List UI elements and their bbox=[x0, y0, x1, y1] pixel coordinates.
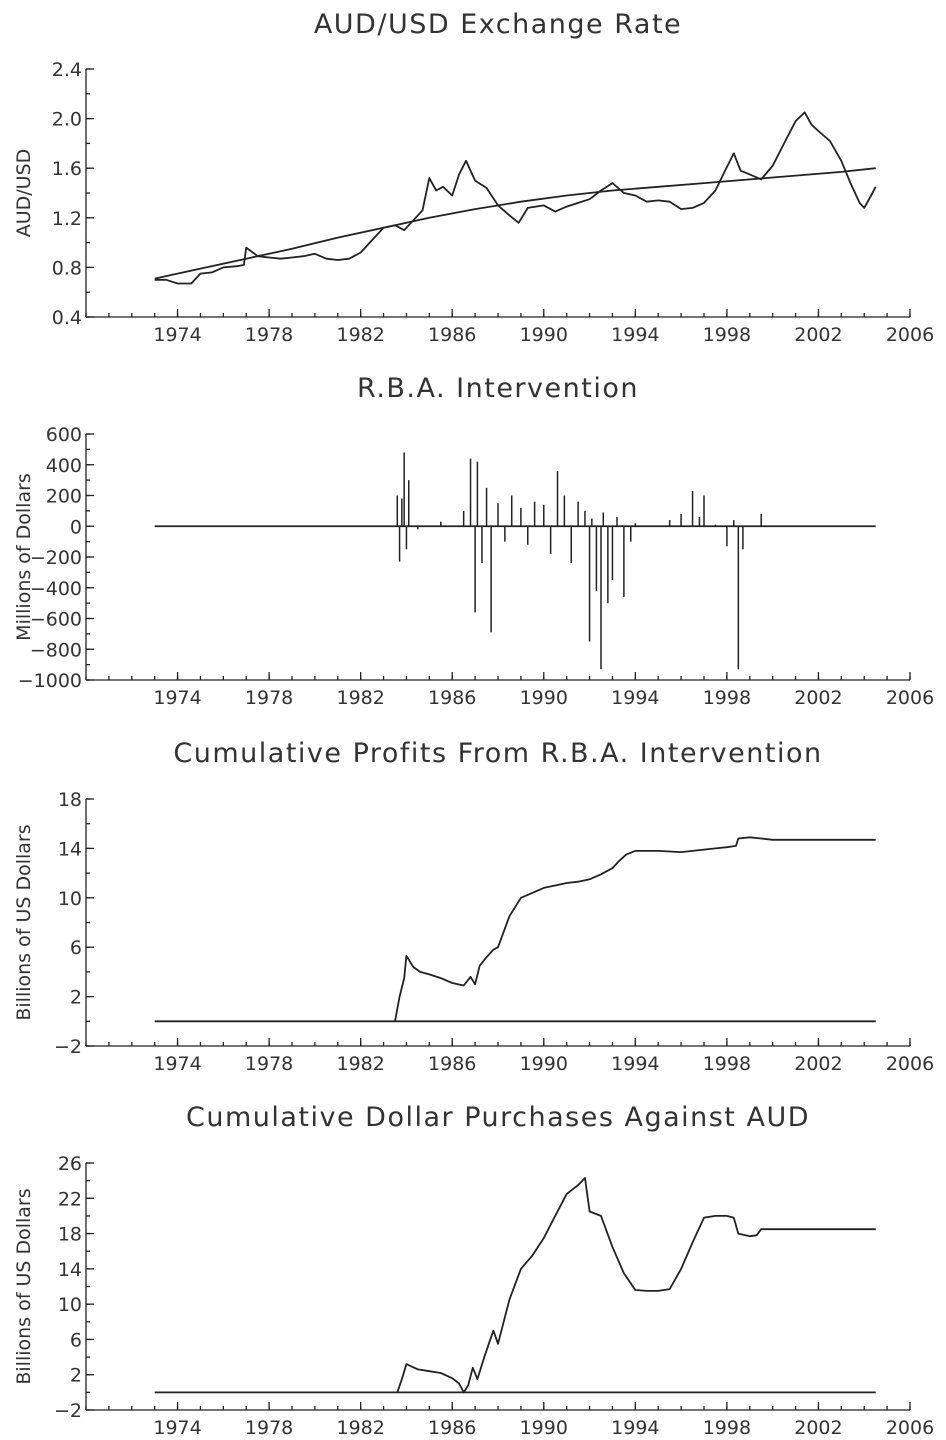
y-tick-label: 2 bbox=[70, 1365, 82, 1387]
y-axis-label: Billions of US Dollars bbox=[13, 1188, 35, 1384]
x-tick-label: 1986 bbox=[428, 1053, 476, 1075]
y-tick-label: 18 bbox=[58, 789, 82, 811]
x-tick-label: 2002 bbox=[794, 1053, 842, 1075]
y-tick-label: 2.4 bbox=[52, 59, 82, 81]
x-tick-label: 2006 bbox=[886, 324, 934, 346]
x-tick-label: 2002 bbox=[794, 1417, 842, 1439]
x-tick-label: 1994 bbox=[611, 1417, 659, 1439]
x-tick-label: 1978 bbox=[245, 324, 293, 346]
y-tick-label: −400 bbox=[30, 578, 82, 600]
chart-title: Cumulative Dollar Purchases Against AUD bbox=[186, 1102, 810, 1133]
y-axis-label: Millions of Dollars bbox=[13, 473, 35, 641]
y-tick-label: 14 bbox=[58, 838, 82, 860]
x-tick-label: 1994 bbox=[611, 1053, 659, 1075]
y-tick-label: 10 bbox=[58, 1294, 82, 1316]
y-tick-label: 18 bbox=[58, 1224, 82, 1246]
x-tick-label: 1974 bbox=[153, 1053, 201, 1075]
y-tick-label: 22 bbox=[58, 1188, 82, 1210]
x-tick-label: 2002 bbox=[794, 324, 842, 346]
x-tick-label: 2006 bbox=[886, 1417, 934, 1439]
chart-title: R.B.A. Intervention bbox=[357, 373, 639, 404]
series-line-cumulative-profits bbox=[394, 836, 876, 1022]
y-tick-label: 400 bbox=[46, 455, 82, 477]
x-tick-label: 1998 bbox=[703, 324, 751, 346]
x-tick-label: 1978 bbox=[245, 1417, 293, 1439]
y-axis-label: AUD/USD bbox=[13, 149, 35, 238]
y-tick-label: 2 bbox=[70, 987, 82, 1009]
chart-panel-2: R.B.A. Intervention Millions of Dollars 19… bbox=[13, 373, 934, 709]
y-tick-label: 6 bbox=[70, 1329, 82, 1351]
x-tick-label: 2006 bbox=[886, 1053, 934, 1075]
x-tick-label: 2006 bbox=[886, 687, 934, 709]
x-tick-label: 1998 bbox=[703, 1417, 751, 1439]
x-tick-label: 1998 bbox=[703, 1053, 751, 1075]
x-tick-label: 1990 bbox=[520, 1417, 568, 1439]
x-tick-label: 1998 bbox=[703, 687, 751, 709]
y-tick-label: −800 bbox=[30, 639, 82, 661]
y-tick-label: −2 bbox=[54, 1400, 82, 1422]
y-tick-label: −2 bbox=[54, 1036, 82, 1058]
x-tick-label: 1974 bbox=[153, 1417, 201, 1439]
y-tick-label: −200 bbox=[30, 547, 82, 569]
x-tick-label: 1982 bbox=[336, 1053, 384, 1075]
y-tick-label: −1000 bbox=[18, 670, 82, 692]
x-tick-label: 1986 bbox=[428, 687, 476, 709]
series-line-exchange-rate bbox=[154, 111, 877, 285]
x-tick-label: 1982 bbox=[336, 687, 384, 709]
y-tick-label: 6 bbox=[70, 937, 82, 959]
y-tick-label: 26 bbox=[58, 1153, 82, 1175]
y-tick-label: 0.4 bbox=[52, 307, 82, 329]
y-tick-label: 14 bbox=[58, 1259, 82, 1281]
chart-title: Cumulative Profits From R.B.A. Intervent… bbox=[173, 738, 822, 769]
y-tick-label: −600 bbox=[30, 609, 82, 631]
y-axis-label: Billions of US Dollars bbox=[13, 824, 35, 1020]
x-tick-label: 1986 bbox=[428, 324, 476, 346]
x-tick-label: 2002 bbox=[794, 687, 842, 709]
x-tick-label: 1986 bbox=[428, 1417, 476, 1439]
y-tick-label: 2.0 bbox=[52, 109, 82, 131]
x-tick-label: 1982 bbox=[336, 324, 384, 346]
chart-panel-3: Cumulative Profits From R.B.A. Intervent… bbox=[13, 738, 934, 1075]
x-tick-label: 1982 bbox=[336, 1417, 384, 1439]
y-tick-label: 0.8 bbox=[52, 257, 82, 279]
series-line-trend bbox=[154, 167, 876, 280]
x-tick-label: 1994 bbox=[611, 324, 659, 346]
x-tick-label: 1990 bbox=[520, 1053, 568, 1075]
y-tick-label: 1.6 bbox=[52, 158, 82, 180]
y-tick-label: 200 bbox=[46, 486, 82, 508]
x-tick-label: 1978 bbox=[245, 687, 293, 709]
x-tick-label: 1990 bbox=[520, 687, 568, 709]
y-tick-label: 1.2 bbox=[52, 208, 82, 230]
y-tick-label: 0 bbox=[70, 516, 82, 538]
x-tick-label: 1994 bbox=[611, 687, 659, 709]
chart-title: AUD/USD Exchange Rate bbox=[314, 9, 682, 40]
chart-panel-1: AUD/USD Exchange Rate AUD/USD 1974 1978 1982… bbox=[13, 9, 934, 346]
x-tick-label: 1974 bbox=[153, 687, 201, 709]
x-tick-label: 1974 bbox=[153, 324, 201, 346]
y-tick-label: 10 bbox=[58, 888, 82, 910]
series-line-cumulative-purchases bbox=[396, 1177, 876, 1394]
x-tick-label: 1990 bbox=[520, 324, 568, 346]
chart-panel-4: Cumulative Dollar Purchases Against AUD B… bbox=[13, 1102, 934, 1439]
y-tick-label: 600 bbox=[46, 424, 82, 446]
x-tick-label: 1978 bbox=[245, 1053, 293, 1075]
